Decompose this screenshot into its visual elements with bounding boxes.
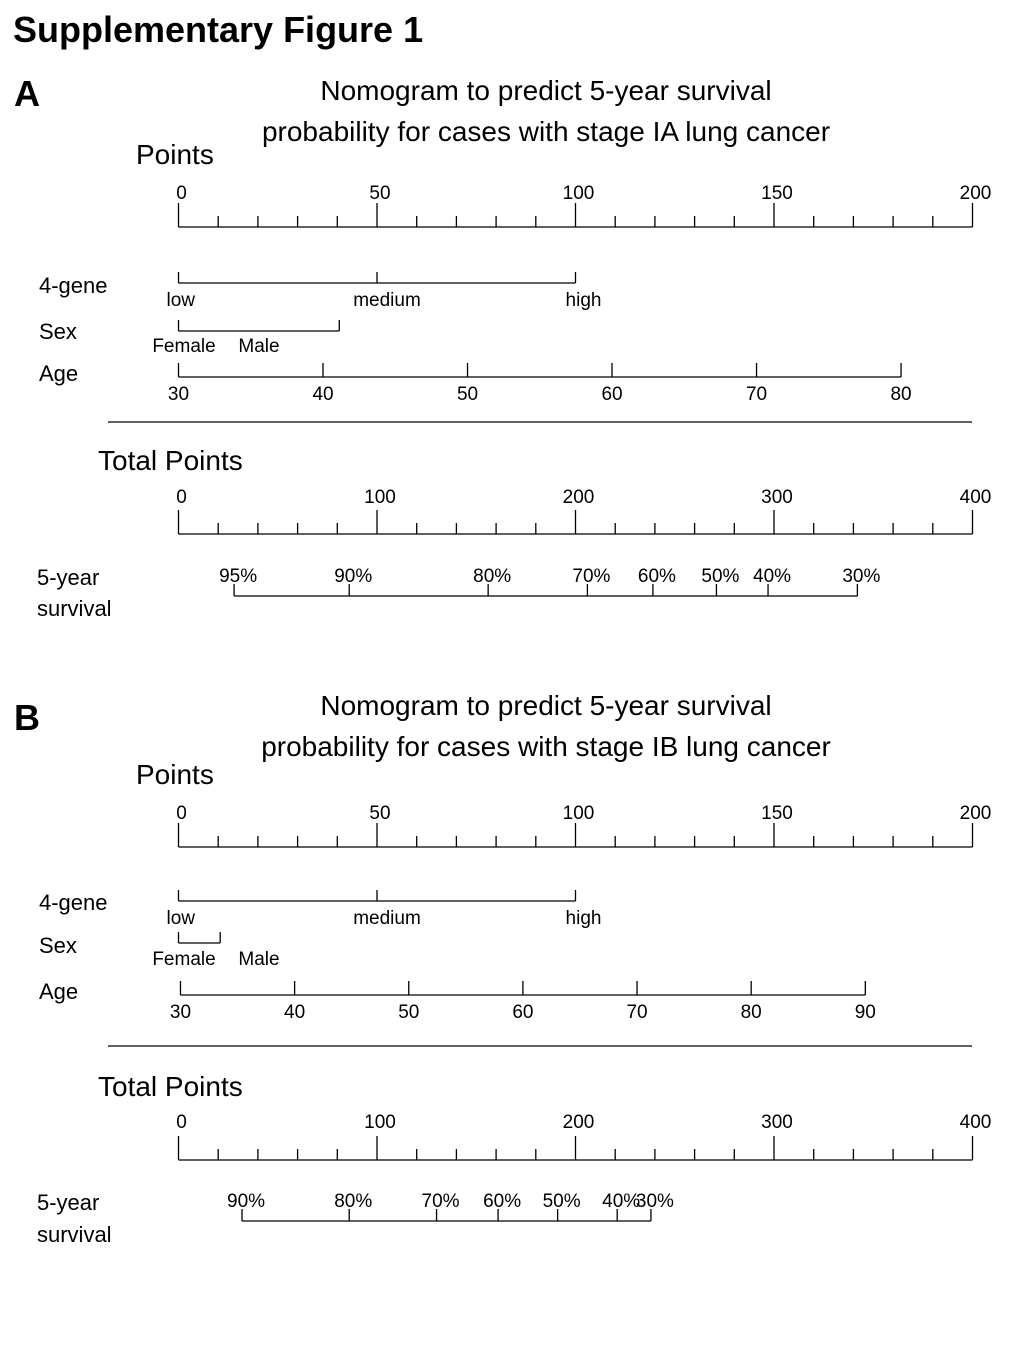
age-tick-label: 30 — [170, 1002, 191, 1023]
age-tick-label: 40 — [312, 384, 333, 405]
survival-label-line-1: 5-year — [37, 565, 99, 590]
survival-tick-label: 40% — [602, 1191, 640, 1212]
age-tick-label: 60 — [512, 1002, 533, 1023]
survival-label-line-1: 5-year — [37, 1190, 99, 1215]
panel-b-title-line-2: probability for cases with stage IB lung… — [261, 731, 831, 762]
gene-level-label: low — [167, 290, 196, 311]
total-points-tick-label: 200 — [563, 1112, 595, 1133]
survival-tick-label: 90% — [334, 566, 372, 587]
survival-label-line-2: survival — [37, 1222, 112, 1247]
survival-label-line-2: survival — [37, 596, 112, 621]
survival-tick-label: 80% — [473, 566, 511, 587]
age-tick-label: 80 — [741, 1002, 762, 1023]
gene-level-label: medium — [353, 290, 421, 311]
total-points-axis-label: Total Points — [98, 1071, 243, 1102]
figure-title: Supplementary Figure 1 — [13, 9, 424, 50]
points-tick-label: 0 — [176, 803, 187, 824]
panel-letter-b: B — [14, 697, 40, 738]
survival-tick-label: 80% — [334, 1191, 372, 1212]
age-variable-label: Age — [39, 361, 78, 386]
points-tick-label: 50 — [369, 183, 390, 204]
survival-tick-label: 70% — [422, 1191, 460, 1212]
age-tick-label: 90 — [855, 1002, 876, 1023]
points-tick-label: 200 — [960, 183, 992, 204]
panel-b-title-line-1: Nomogram to predict 5-year survival — [320, 690, 772, 721]
survival-tick-label: 30% — [636, 1191, 674, 1212]
points-tick-label: 200 — [960, 803, 992, 824]
survival-tick-label: 60% — [638, 566, 676, 587]
gene-level-label: low — [167, 908, 196, 929]
total-points-tick-label: 100 — [364, 1112, 396, 1133]
survival-tick-label: 50% — [543, 1191, 581, 1212]
total-points-tick-label: 0 — [176, 487, 187, 508]
gene-level-label: medium — [353, 908, 421, 929]
age-tick-label: 70 — [746, 384, 767, 405]
survival-tick-label: 90% — [227, 1191, 265, 1212]
points-tick-label: 150 — [761, 803, 793, 824]
nomogram-panel-a: Points 0 50 100 150 200 4-gene low medium high Sex… — [37, 139, 991, 621]
panel-a-title-line-2: probability for cases with stage IA lung… — [261, 116, 831, 147]
points-axis-label: Points — [136, 759, 214, 790]
points-axis-label: Points — [136, 139, 214, 170]
sex-level-label: Female — [152, 949, 215, 970]
survival-tick-label: 70% — [572, 566, 610, 587]
nomogram-panel-b: Points 0 50 100 150 200 4-gene low medium high Sex… — [37, 759, 991, 1247]
age-tick-label: 80 — [890, 384, 911, 405]
sex-variable-label: Sex — [39, 319, 77, 344]
gene-level-label: high — [566, 290, 602, 311]
panel-a-title-line-1: Nomogram to predict 5-year survival — [320, 75, 772, 106]
sex-level-label: Male — [238, 949, 279, 970]
total-points-tick-label: 400 — [960, 1112, 992, 1133]
survival-tick-label: 95% — [219, 566, 257, 587]
total-points-tick-label: 300 — [761, 1112, 793, 1133]
age-tick-label: 50 — [457, 384, 478, 405]
total-points-tick-label: 100 — [364, 487, 396, 508]
sex-level-label: Male — [238, 336, 279, 357]
age-tick-label: 30 — [168, 384, 189, 405]
points-tick-label: 100 — [563, 183, 595, 204]
total-points-tick-label: 0 — [176, 1112, 187, 1133]
total-points-tick-label: 400 — [960, 487, 992, 508]
total-points-tick-label: 200 — [563, 487, 595, 508]
age-tick-label: 70 — [626, 1002, 647, 1023]
age-tick-label: 40 — [284, 1002, 305, 1023]
survival-tick-label: 30% — [842, 566, 880, 587]
survival-tick-label: 50% — [701, 566, 739, 587]
points-tick-label: 50 — [369, 803, 390, 824]
points-tick-label: 150 — [761, 183, 793, 204]
total-points-axis-label: Total Points — [98, 445, 243, 476]
total-points-tick-label: 300 — [761, 487, 793, 508]
age-variable-label: Age — [39, 979, 78, 1004]
panel-letter-a: A — [14, 73, 40, 114]
gene-variable-label: 4-gene — [39, 273, 108, 298]
age-tick-label: 60 — [601, 384, 622, 405]
sex-level-label: Female — [152, 336, 215, 357]
points-tick-label: 100 — [563, 803, 595, 824]
gene-level-label: high — [566, 908, 602, 929]
sex-variable-label: Sex — [39, 933, 77, 958]
gene-variable-label: 4-gene — [39, 890, 108, 915]
survival-tick-label: 40% — [753, 566, 791, 587]
panel-b-title: Nomogram to predict 5-year survival prob… — [196, 685, 896, 767]
points-tick-label: 0 — [176, 183, 187, 204]
panel-a-title: Nomogram to predict 5-year survival prob… — [196, 70, 896, 152]
age-tick-label: 50 — [398, 1002, 419, 1023]
survival-tick-label: 60% — [483, 1191, 521, 1212]
